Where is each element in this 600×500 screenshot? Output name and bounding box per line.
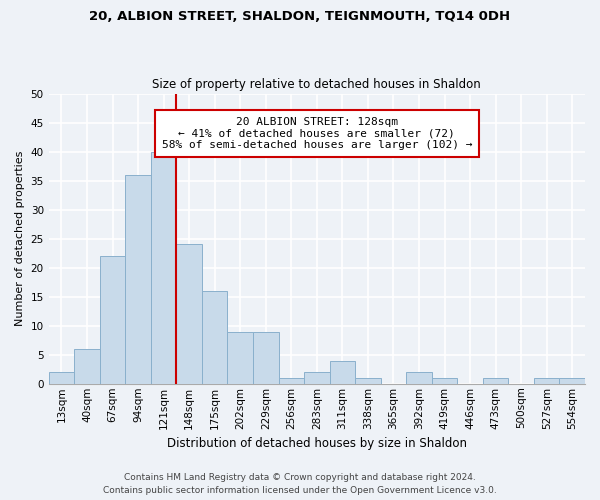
Bar — [151, 152, 176, 384]
Bar — [329, 360, 355, 384]
Text: 20 ALBION STREET: 128sqm
← 41% of detached houses are smaller (72)
58% of semi-d: 20 ALBION STREET: 128sqm ← 41% of detach… — [161, 117, 472, 150]
Text: Contains HM Land Registry data © Crown copyright and database right 2024.
Contai: Contains HM Land Registry data © Crown c… — [103, 474, 497, 495]
Bar — [278, 378, 304, 384]
Bar — [432, 378, 457, 384]
Bar — [202, 291, 227, 384]
Y-axis label: Number of detached properties: Number of detached properties — [15, 151, 25, 326]
Bar — [227, 332, 253, 384]
Bar — [49, 372, 74, 384]
Text: 20, ALBION STREET, SHALDON, TEIGNMOUTH, TQ14 0DH: 20, ALBION STREET, SHALDON, TEIGNMOUTH, … — [89, 10, 511, 23]
Bar — [100, 256, 125, 384]
Bar — [253, 332, 278, 384]
Bar — [483, 378, 508, 384]
Bar — [304, 372, 329, 384]
Bar — [406, 372, 432, 384]
Bar — [176, 244, 202, 384]
Bar — [74, 349, 100, 384]
Bar — [559, 378, 585, 384]
Bar — [534, 378, 559, 384]
Title: Size of property relative to detached houses in Shaldon: Size of property relative to detached ho… — [152, 78, 481, 91]
X-axis label: Distribution of detached houses by size in Shaldon: Distribution of detached houses by size … — [167, 437, 467, 450]
Bar — [125, 175, 151, 384]
Bar — [355, 378, 380, 384]
